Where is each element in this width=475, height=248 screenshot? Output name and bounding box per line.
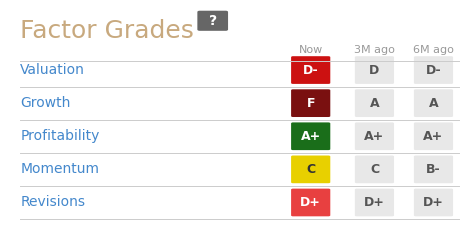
Text: A+: A+ xyxy=(423,130,444,143)
Text: A: A xyxy=(428,97,438,110)
FancyBboxPatch shape xyxy=(414,155,453,183)
Text: Factor Grades: Factor Grades xyxy=(20,19,194,43)
FancyBboxPatch shape xyxy=(414,89,453,117)
FancyBboxPatch shape xyxy=(291,56,330,84)
Text: A: A xyxy=(370,97,379,110)
Text: D: D xyxy=(370,63,380,77)
FancyBboxPatch shape xyxy=(291,89,330,117)
Text: Now: Now xyxy=(299,45,323,56)
FancyBboxPatch shape xyxy=(355,155,394,183)
FancyBboxPatch shape xyxy=(414,56,453,84)
Text: Profitability: Profitability xyxy=(20,129,100,143)
Text: F: F xyxy=(306,97,315,110)
FancyBboxPatch shape xyxy=(355,56,394,84)
Text: A+: A+ xyxy=(301,130,321,143)
Text: Growth: Growth xyxy=(20,96,71,110)
Text: Revisions: Revisions xyxy=(20,195,86,210)
FancyBboxPatch shape xyxy=(414,123,453,150)
FancyBboxPatch shape xyxy=(291,123,330,150)
FancyBboxPatch shape xyxy=(291,189,330,216)
Text: C: C xyxy=(370,163,379,176)
Text: Momentum: Momentum xyxy=(20,162,99,176)
Text: D-: D- xyxy=(426,63,441,77)
FancyBboxPatch shape xyxy=(355,123,394,150)
FancyBboxPatch shape xyxy=(355,189,394,216)
Text: C: C xyxy=(306,163,315,176)
Text: 3M ago: 3M ago xyxy=(354,45,395,56)
FancyBboxPatch shape xyxy=(355,89,394,117)
Text: Valuation: Valuation xyxy=(20,63,85,77)
Text: A+: A+ xyxy=(364,130,385,143)
Text: B-: B- xyxy=(426,163,441,176)
Text: D+: D+ xyxy=(300,196,321,209)
FancyBboxPatch shape xyxy=(197,11,228,31)
Text: 6M ago: 6M ago xyxy=(413,45,454,56)
FancyBboxPatch shape xyxy=(291,155,330,183)
Text: D-: D- xyxy=(303,63,319,77)
Text: D+: D+ xyxy=(423,196,444,209)
FancyBboxPatch shape xyxy=(414,189,453,216)
Text: ?: ? xyxy=(209,14,217,28)
Text: D+: D+ xyxy=(364,196,385,209)
